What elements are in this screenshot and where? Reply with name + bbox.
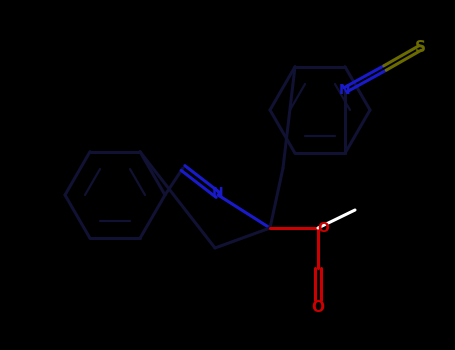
Text: S: S bbox=[415, 41, 425, 56]
Text: N: N bbox=[212, 186, 224, 200]
Text: N: N bbox=[339, 83, 351, 97]
Text: O: O bbox=[317, 221, 329, 235]
Text: O: O bbox=[312, 301, 324, 315]
